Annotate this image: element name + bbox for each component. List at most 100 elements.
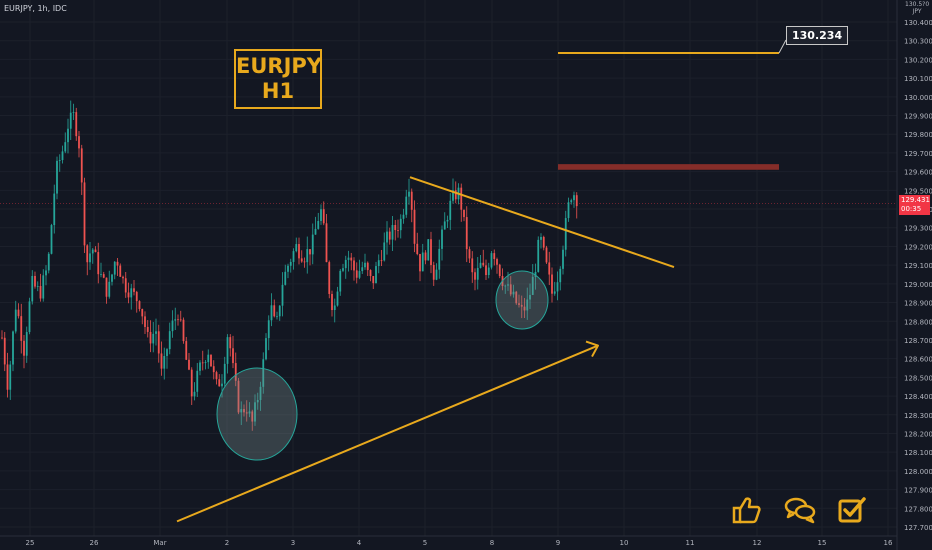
candle-body [177,319,179,321]
candle-body [328,262,331,294]
candle-body [281,284,284,306]
candle-body [292,251,295,262]
candle-body [190,369,193,397]
rising-arrow-line [176,344,599,523]
candle-body [311,234,314,255]
candle-body [509,284,512,295]
candle-body [166,349,168,356]
candle-body [135,291,138,302]
candle-body [347,257,350,260]
candle-body [78,136,80,149]
candle-body [317,221,320,229]
candle-body [34,275,36,287]
candle-body [377,260,380,267]
annotation-title-line1: EURJPY [236,54,322,78]
candle-body [259,386,262,401]
candle-body [537,239,540,272]
price-tick-label: 128.700 [904,337,932,345]
target-price-label: 130.234 [786,26,849,45]
candle-body [564,218,567,250]
candle-body [196,370,199,392]
descending-trendline [409,176,675,268]
axis-currency-top: 130.5?0 [905,1,930,8]
candle-body [229,337,232,349]
candle-body [562,249,564,269]
checkbox-icon[interactable] [837,495,869,525]
candle-body [86,245,89,263]
candle-body [155,331,157,334]
candle-body [504,285,507,287]
comment-icon[interactable] [784,495,816,525]
candle-body [388,231,391,240]
candle-body [303,261,306,263]
candle-body [111,274,113,282]
candle-body [443,221,446,230]
candle-body [83,182,86,246]
time-tick-label: 26 [90,539,99,547]
social-icons [731,495,890,525]
price-tick-label: 129.700 [904,150,932,158]
candle-body [408,191,410,197]
candle-body [438,248,441,270]
time-tick-label: 10 [620,539,629,547]
candle-body [36,285,39,287]
axis-currency-code: JPY [912,8,922,15]
candle-body [254,402,256,422]
candle-body [498,264,501,277]
candle-body [479,262,482,268]
candle-body [430,239,432,266]
candle-body [512,291,515,295]
candle-body [336,291,339,306]
candle-body [133,288,135,292]
time-tick-label: 25 [26,539,35,547]
price-tick-label: 129.900 [904,113,932,121]
candle-body [221,383,223,387]
candle-body [67,128,69,143]
candle-body [413,209,416,244]
candle-body [45,270,47,276]
candle-body [53,193,56,226]
last-price-value: 129.431 [901,196,930,204]
candle-body [72,112,75,113]
thumbs-up-icon[interactable] [731,495,763,525]
candle-body [91,249,94,254]
candle-body [364,262,366,268]
candle-body [199,362,201,371]
time-tick-label: 8 [490,539,494,547]
last-price-tag: 129.431 00:35 [899,195,930,215]
candle-body [223,363,226,384]
candle-body [399,218,402,231]
time-tick-label: 12 [753,539,762,547]
candle-body [441,229,443,249]
candle-body [185,341,188,360]
candle-body [380,260,383,262]
candle-body [207,354,210,363]
price-tick-label: 128.500 [904,374,932,382]
candle-body [113,261,116,275]
price-tick-label: 127.900 [904,487,932,495]
candle-body [160,353,163,369]
candle-body [355,270,358,278]
time-tick-label: 15 [818,539,827,547]
candle-body [251,411,254,422]
candle-body [405,196,408,215]
candle-body [28,301,31,333]
candle-body [278,305,281,317]
candle-body [482,262,485,266]
candle-body [331,293,333,311]
candle-body [12,331,14,365]
price-tick-label: 128.000 [904,468,932,476]
candle-body [298,244,300,259]
time-tick-label: 4 [357,539,362,547]
candle-body [232,348,234,364]
candle-body [339,270,342,292]
candle-body [520,304,523,307]
candle-body [573,195,575,201]
candle-body [553,291,556,294]
time-tick-label: 5 [423,539,427,547]
candle-body [168,331,171,350]
highlight-circle [495,270,549,330]
candle-body [193,391,196,397]
candle-body [218,379,221,387]
